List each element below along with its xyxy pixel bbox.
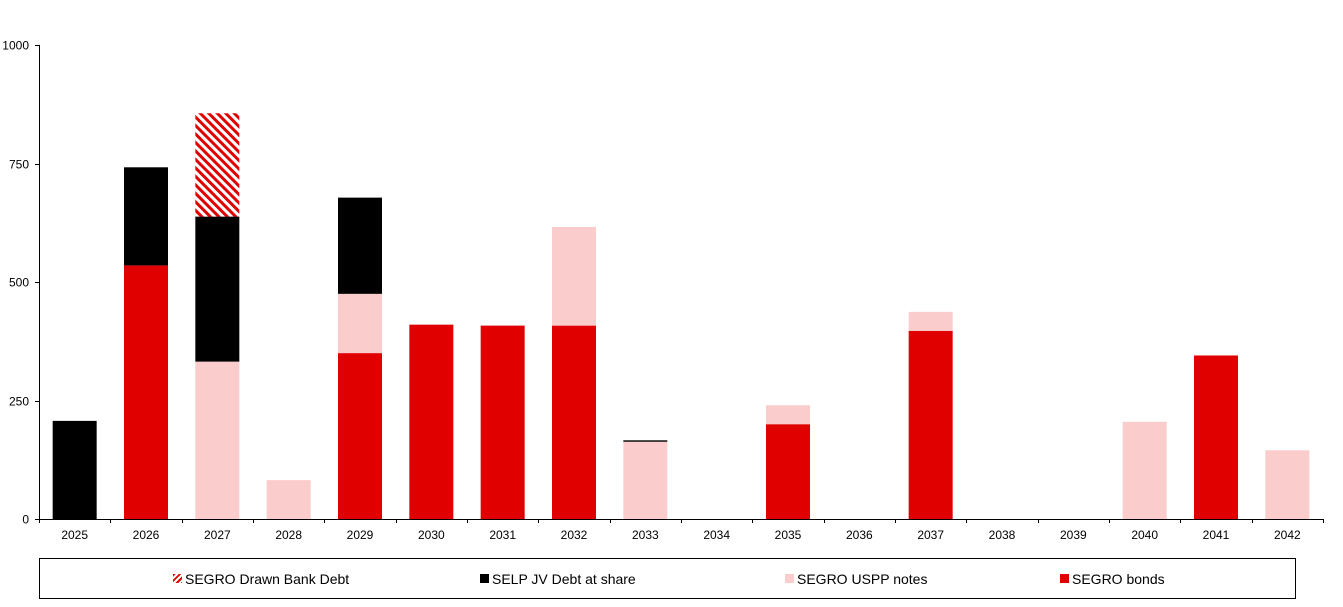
x-tick-label: 2039 <box>1060 528 1087 542</box>
x-tick-label: 2028 <box>275 528 302 542</box>
bar-2035-series-1 <box>766 405 810 425</box>
legend-label: SEGRO bonds <box>1072 570 1165 587</box>
bar-2030-series-0 <box>409 324 454 519</box>
x-tick-label: 2029 <box>347 528 374 542</box>
bar-2031-series-0 <box>480 325 525 519</box>
x-tick-label: 2037 <box>917 528 944 542</box>
bars <box>52 113 1310 519</box>
bar-2027-series-3 <box>195 113 240 217</box>
x-tick-label: 2031 <box>489 528 516 542</box>
x-tick-label: 2030 <box>418 528 445 542</box>
bar-2027-series-2 <box>195 216 240 362</box>
x-tick-label: 2034 <box>703 528 730 542</box>
bar-2040-series-1 <box>1122 421 1167 519</box>
legend-swatch <box>1060 574 1069 583</box>
x-tick-label: 2041 <box>1203 528 1230 542</box>
x-tick-label: 2032 <box>561 528 588 542</box>
bar-2033-series-1 <box>623 441 668 519</box>
bar-2032-series-0 <box>552 325 596 519</box>
bar-2029-series-2 <box>338 197 382 294</box>
legend-label: SEGRO Drawn Bank Debt <box>185 570 350 587</box>
legend-item: SELP JV Debt at share <box>480 559 636 598</box>
bar-2033-series-2 <box>623 440 668 442</box>
legend-swatch <box>480 574 489 583</box>
x-tick-label: 2027 <box>204 528 231 542</box>
bar-2026-series-0 <box>124 265 168 519</box>
x-tick-label: 2036 <box>846 528 873 542</box>
legend-label: SELP JV Debt at share <box>492 570 636 587</box>
legend-item: SEGRO Drawn Bank Debt <box>173 559 349 598</box>
bar-2025-series-2 <box>52 420 97 519</box>
legend-swatch <box>173 574 182 583</box>
bar-2037-series-1 <box>908 311 953 331</box>
legend-item: SEGRO USPP notes <box>785 559 927 598</box>
x-tick-label: 2042 <box>1274 528 1301 542</box>
bar-2027-series-1 <box>195 361 240 519</box>
bar-2041-series-0 <box>1194 355 1238 519</box>
x-tick-label: 2038 <box>989 528 1016 542</box>
x-tick-label: 2026 <box>133 528 160 542</box>
x-tick-label: 2035 <box>775 528 802 542</box>
legend-label: SEGRO USPP notes <box>797 570 928 587</box>
bar-2037-series-0 <box>908 330 953 519</box>
bar-2032-series-1 <box>552 227 596 326</box>
x-axis: 2025 2026 2027 2028 2029 2030 2031 2032 2033 2034… <box>39 519 1324 542</box>
bar-2029-series-1 <box>338 293 382 354</box>
y-axis: 0 250 500 750 1000 <box>2 39 40 527</box>
y-tick-label: 0 <box>22 513 29 527</box>
legend-item: SEGRO bonds <box>1060 559 1165 598</box>
legend: SEGRO Drawn Bank Debt SELP JV Debt at sha… <box>39 558 1296 599</box>
bar-2029-series-0 <box>338 353 382 519</box>
y-tick-label: 1000 <box>2 39 29 53</box>
x-tick-label: 2033 <box>632 528 659 542</box>
x-tick-label: 2025 <box>61 528 88 542</box>
legend-swatch <box>785 574 794 583</box>
bar-2035-series-0 <box>766 424 810 519</box>
bar-2042-series-1 <box>1265 450 1310 519</box>
bar-2026-series-2 <box>124 167 168 266</box>
y-tick-label: 500 <box>9 276 29 290</box>
bar-2028-series-1 <box>266 480 311 519</box>
y-tick-label: 250 <box>9 395 29 409</box>
y-tick-label: 750 <box>9 158 29 172</box>
x-tick-label: 2040 <box>1131 528 1158 542</box>
